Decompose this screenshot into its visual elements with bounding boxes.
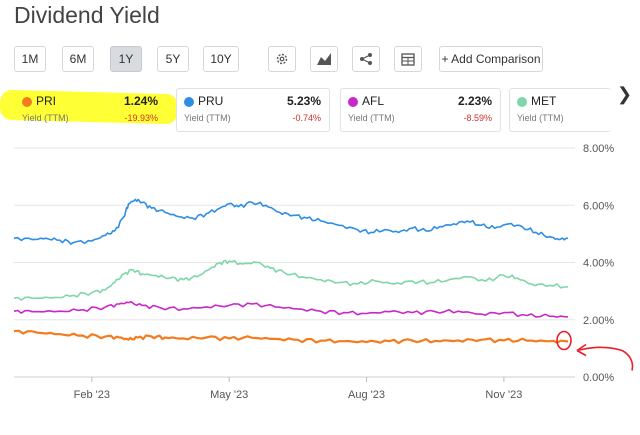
yield-change: -8.59% (463, 113, 492, 123)
yield-label: Yield (TTM) (348, 113, 395, 123)
red-arrow-annotation (576, 346, 634, 371)
dividend-yield-chart: 8.00% 6.00% 4.00% 2.00% 0.00% Feb '23 May '23… (13, 143, 634, 401)
chart-grid (14, 147, 575, 378)
period-5y-button[interactable]: 5Y (157, 46, 189, 72)
red-arrowhead-annotation (576, 343, 587, 357)
yield-label: Yield (TTM) (22, 113, 69, 123)
chart-type-icon (317, 53, 331, 65)
add-comparison-button[interactable]: + Add Comparison (439, 46, 543, 72)
yield-change: -0.74% (292, 113, 321, 123)
gear-icon (276, 53, 288, 65)
ticker-card-met[interactable]: MET Yield (TTM) (509, 88, 611, 132)
table-icon (401, 52, 415, 66)
series-line-pru (13, 198, 569, 245)
chevron-right-icon[interactable]: ❯ (617, 84, 633, 104)
ticker-symbol: PRU (198, 94, 224, 108)
y-tick-label: 6.00% (583, 200, 614, 212)
yield-value: 5.23% (286, 94, 321, 108)
y-axis-labels: 8.00% 6.00% 4.00% 2.00% 0.00% (583, 143, 614, 384)
x-axis-labels: Feb '23 May '23 Aug '23 Nov '23 (74, 377, 522, 401)
chart-series (13, 198, 569, 345)
ticker-card-pri[interactable]: PRI 1.24% Yield (TTM) -19.93% (14, 88, 167, 132)
red-pen-annotation (556, 330, 634, 371)
share-button[interactable] (352, 46, 380, 72)
y-tick-label: 0.00% (583, 372, 614, 384)
yield-label: Yield (TTM) (184, 113, 231, 123)
yield-value: 2.23% (457, 94, 492, 108)
y-tick-label: 2.00% (583, 315, 614, 327)
series-line-afl (13, 301, 569, 318)
ticker-symbol: PRI (36, 94, 57, 108)
period-6m-button[interactable]: 6M (62, 46, 94, 72)
series-color-dot (22, 97, 32, 107)
chart-type-button[interactable] (310, 46, 338, 72)
y-tick-label: 4.00% (583, 258, 614, 270)
x-tick-label: Nov '23 (485, 389, 522, 401)
y-tick-label: 8.00% (583, 143, 614, 155)
period-1m-button[interactable]: 1M (14, 46, 46, 72)
red-circle-annotation (556, 330, 572, 351)
yield-value: 1.24% (123, 94, 158, 108)
period-10y-button[interactable]: 10Y (203, 46, 239, 72)
x-tick-label: Feb '23 (74, 389, 110, 401)
series-line-pri (13, 329, 569, 345)
yield-change: -19.93% (124, 113, 158, 123)
x-tick-label: Aug '23 (348, 389, 385, 401)
ticker-symbol: MET (531, 94, 557, 108)
series-color-dot (517, 97, 527, 107)
ticker-card-pru[interactable]: PRU 5.23% Yield (TTM) -0.74% (176, 88, 330, 132)
table-view-button[interactable] (394, 46, 422, 72)
ticker-symbol: AFL (362, 94, 385, 108)
series-color-dot (348, 97, 358, 107)
page-title: Dividend Yield (14, 2, 160, 28)
series-line-met (13, 259, 569, 301)
yield-label: Yield (TTM) (517, 113, 564, 123)
x-tick-label: May '23 (210, 389, 248, 401)
period-1y-button[interactable]: 1Y (110, 46, 142, 72)
series-color-dot (184, 97, 194, 107)
settings-button[interactable] (268, 46, 296, 72)
ticker-card-afl[interactable]: AFL 2.23% Yield (TTM) -8.59% (340, 88, 501, 132)
share-icon (360, 53, 372, 65)
